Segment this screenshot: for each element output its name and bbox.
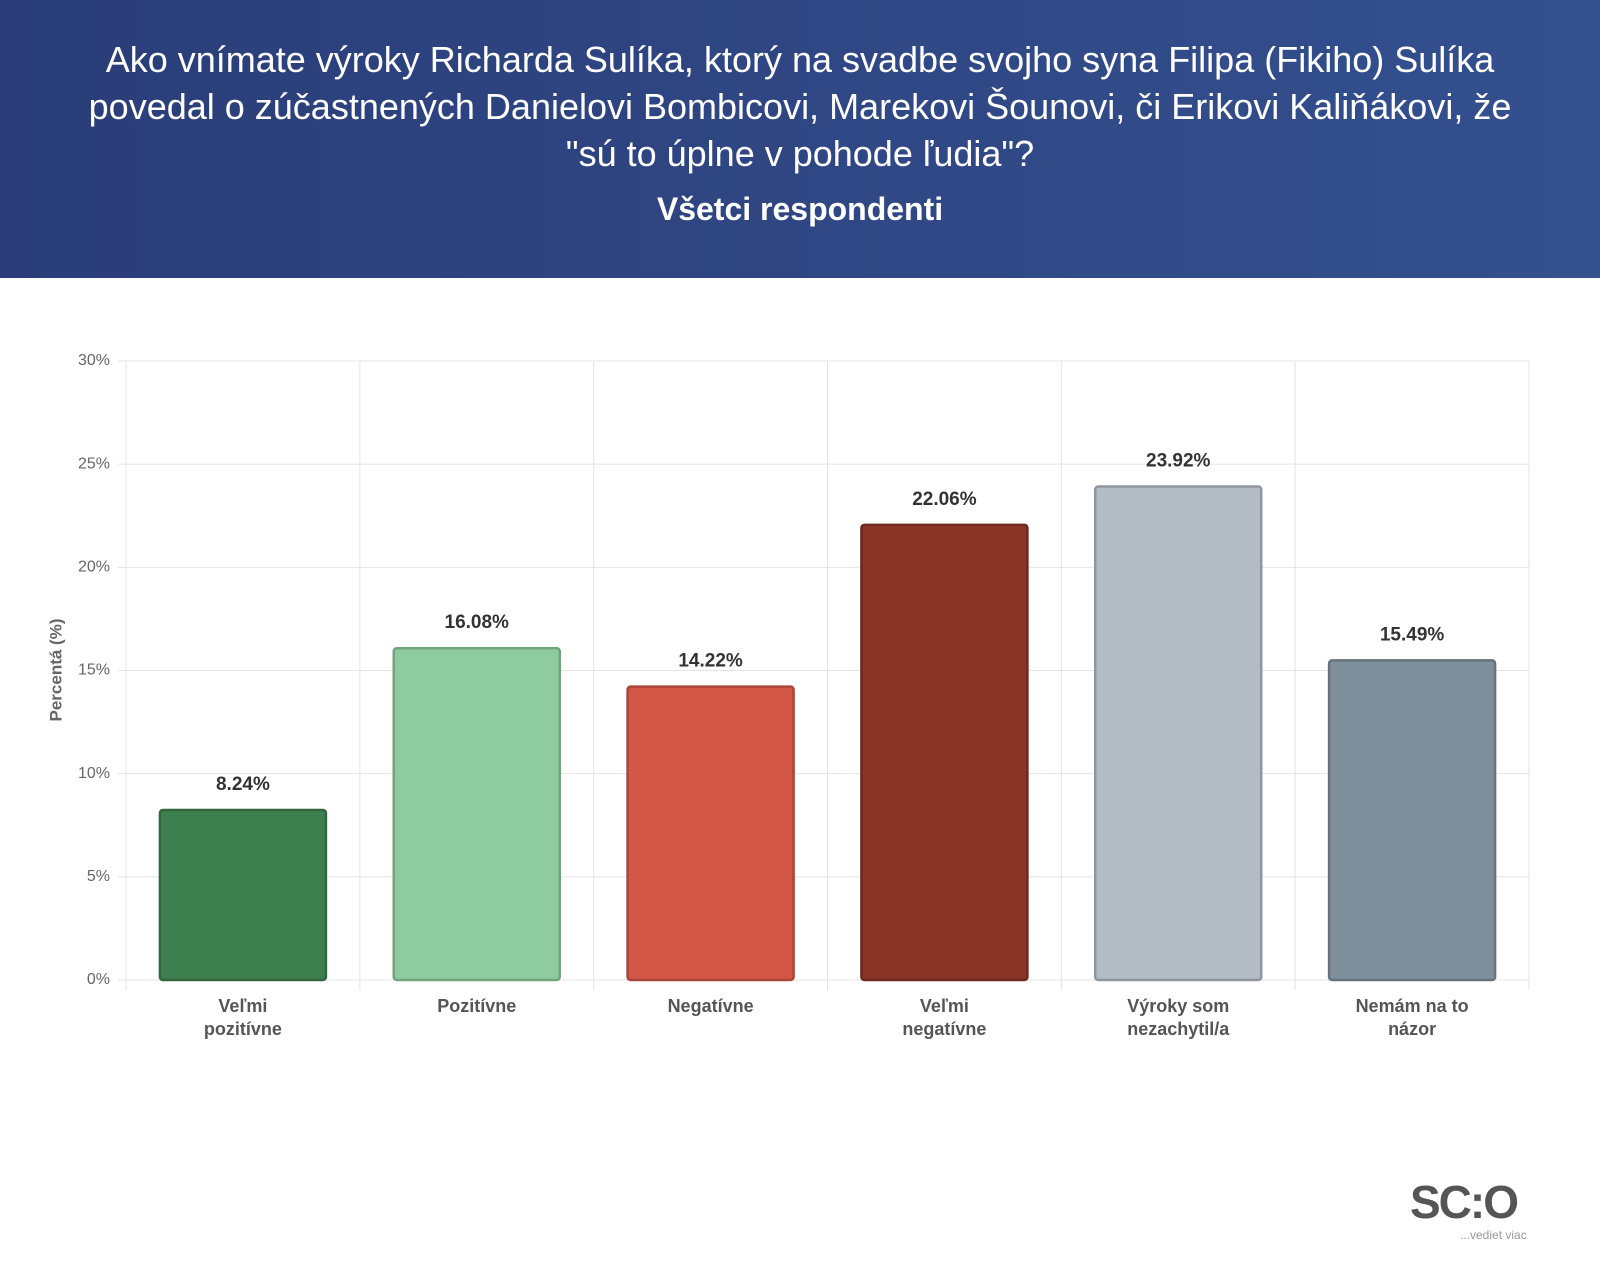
value-label: 8.24% bbox=[216, 774, 270, 795]
y-tick-label: 20% bbox=[78, 559, 110, 576]
logo: SC:O bbox=[1410, 1176, 1519, 1228]
y-tick-label: 15% bbox=[78, 662, 110, 679]
x-tick-label: Veľmi negatívne bbox=[902, 996, 987, 1039]
y-tick-label: 30% bbox=[78, 352, 110, 369]
x-tick-label: Pozitívne bbox=[437, 996, 517, 1016]
y-tick-label: 0% bbox=[87, 971, 110, 988]
value-label: 23.92% bbox=[1146, 450, 1211, 471]
y-axis-label: Percentá (%) bbox=[46, 619, 65, 722]
y-tick-label: 25% bbox=[78, 455, 110, 472]
bar bbox=[392, 646, 561, 982]
header: Ako vnímate výroky Richarda Sulíka, ktor… bbox=[0, 0, 1600, 278]
value-label: 14.22% bbox=[678, 651, 743, 672]
y-tick-label: 10% bbox=[78, 765, 110, 782]
logo-tagline: ...vediet viac bbox=[1460, 1228, 1527, 1242]
value-label: 22.06% bbox=[912, 489, 977, 510]
bar bbox=[626, 685, 795, 982]
chart-title: Ako vnímate výroky Richarda Sulíka, ktor… bbox=[88, 39, 1512, 174]
chart-subtitle: Všetci respondenti bbox=[656, 191, 944, 227]
y-tick-label: 5% bbox=[87, 868, 110, 885]
x-tick-label: Negatívne bbox=[667, 996, 754, 1016]
bar bbox=[1094, 485, 1263, 982]
bar bbox=[158, 808, 328, 982]
x-tick-label: Nemám na to názor bbox=[1355, 996, 1469, 1039]
x-tick-label: Veľmi pozitívne bbox=[203, 996, 282, 1039]
bar bbox=[1327, 659, 1497, 982]
x-tick-label: Výroky som nezachytil/a bbox=[1127, 996, 1230, 1039]
value-label: 16.08% bbox=[445, 612, 510, 633]
bar bbox=[860, 523, 1029, 982]
value-label: 15.49% bbox=[1380, 624, 1445, 645]
